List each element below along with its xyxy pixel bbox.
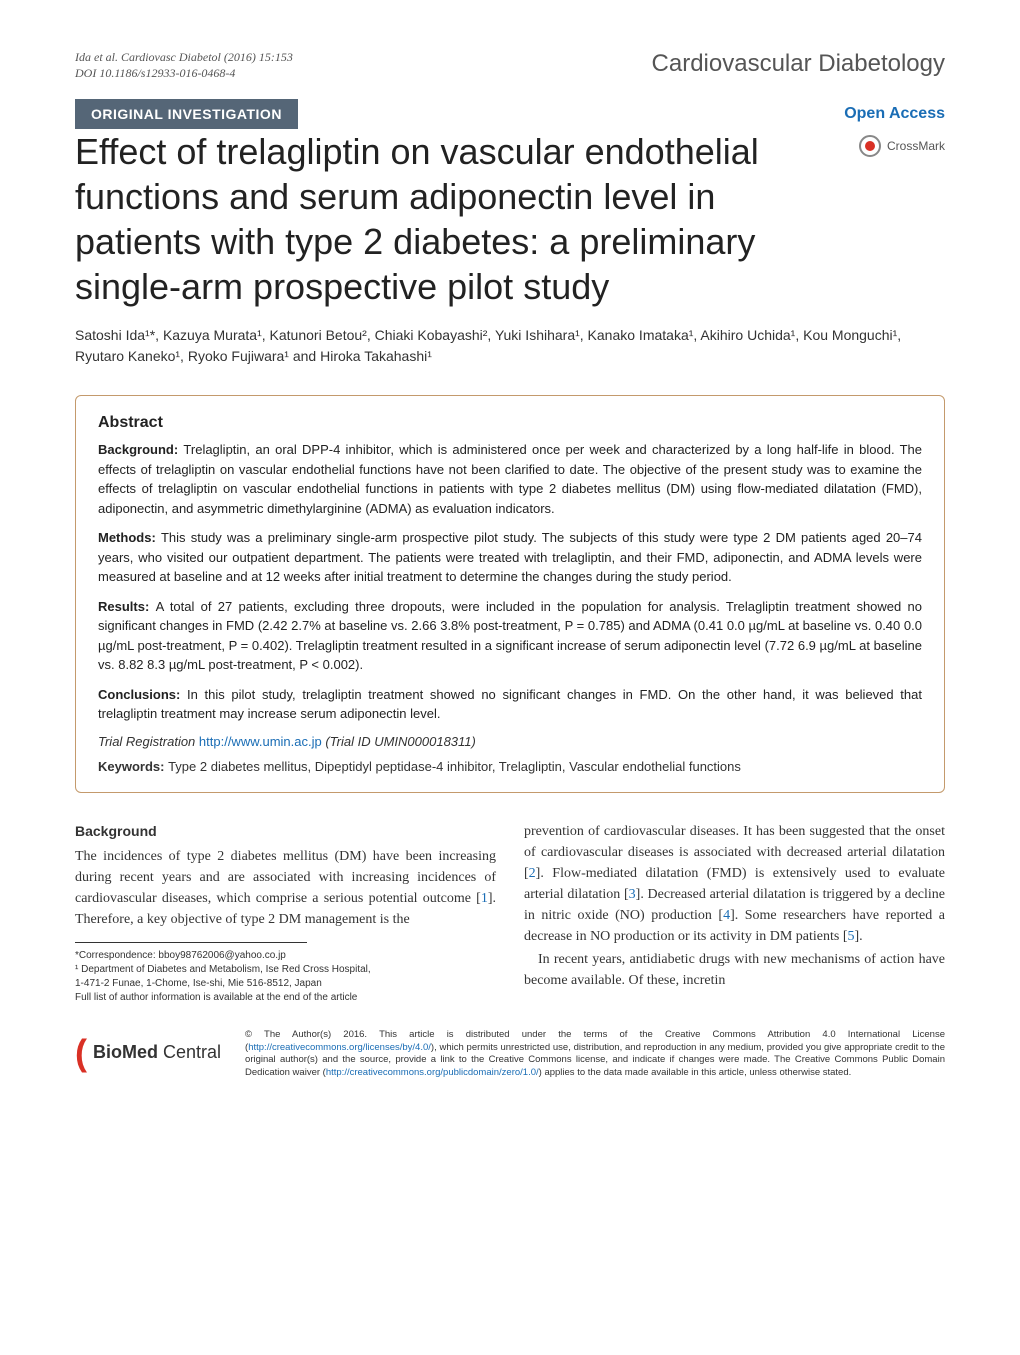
footnote-correspondence: *Correspondence: bboy98762006@yahoo.co.j… bbox=[75, 949, 496, 963]
ref-link-4[interactable]: 4 bbox=[723, 908, 730, 923]
trial-reg-suffix: (Trial ID UMIN000018311) bbox=[322, 734, 476, 749]
abstract-methods: Methods: This study was a preliminary si… bbox=[98, 528, 922, 587]
open-access-label: Open Access bbox=[844, 105, 945, 123]
footnote-affiliation: ¹ Department of Diabetes and Metabolism,… bbox=[75, 963, 496, 977]
abstract-methods-label: Methods: bbox=[98, 530, 161, 545]
header: Ida et al. Cardiovasc Diabetol (2016) 15… bbox=[75, 50, 945, 81]
keywords-label: Keywords: bbox=[98, 759, 168, 774]
crossmark-icon bbox=[859, 135, 881, 157]
abstract-conclusions-text: In this pilot study, trelagliptin treatm… bbox=[98, 687, 922, 722]
trial-reg-label: Trial Registration bbox=[98, 734, 199, 749]
body-text-p2: In recent years, antidiabetic drugs with… bbox=[524, 952, 945, 988]
abstract-box: Abstract Background: Trelagliptin, an or… bbox=[75, 395, 945, 793]
bmc-bold: BioMed bbox=[93, 1042, 158, 1062]
abstract-results-label: Results: bbox=[98, 599, 156, 614]
background-paragraph-right-1: prevention of cardiovascular diseases. I… bbox=[524, 821, 945, 947]
trial-registration: Trial Registration http://www.umin.ac.jp… bbox=[98, 734, 922, 749]
citation-line-2: DOI 10.1186/s12933-016-0468-4 bbox=[75, 66, 293, 82]
abstract-conclusions-label: Conclusions: bbox=[98, 687, 187, 702]
footnote-block: *Correspondence: bboy98762006@yahoo.co.j… bbox=[75, 949, 496, 1005]
footnote-divider bbox=[75, 942, 307, 943]
background-heading: Background bbox=[75, 821, 496, 842]
ref-link-2[interactable]: 2 bbox=[529, 866, 536, 881]
bmc-text: BioMed Central bbox=[93, 1042, 221, 1063]
article-title: Effect of trelagliptin on vascular endot… bbox=[75, 129, 945, 309]
footnote-address: 1-471-2 Funae, 1-Chome, Ise-shi, Mie 516… bbox=[75, 977, 496, 991]
citation: Ida et al. Cardiovasc Diabetol (2016) 15… bbox=[75, 50, 293, 81]
abstract-heading: Abstract bbox=[98, 414, 922, 432]
background-paragraph-left: The incidences of type 2 diabetes mellit… bbox=[75, 846, 496, 930]
trial-reg-link[interactable]: http://www.umin.ac.jp bbox=[199, 734, 322, 749]
abstract-background-label: Background: bbox=[98, 442, 183, 457]
bmc-bracket-icon: ( bbox=[75, 1035, 87, 1071]
category-bar: ORIGINAL INVESTIGATION Open Access bbox=[75, 99, 945, 129]
license-link-2[interactable]: http://creativecommons.org/publicdomain/… bbox=[326, 1067, 539, 1078]
column-right: prevention of cardiovascular diseases. I… bbox=[524, 821, 945, 1005]
background-paragraph-right-2: In recent years, antidiabetic drugs with… bbox=[524, 949, 945, 991]
biomed-central-logo: ( BioMed Central bbox=[75, 1029, 221, 1071]
keywords: Keywords: Type 2 diabetes mellitus, Dipe… bbox=[98, 759, 922, 774]
author-list: Satoshi Ida¹*, Kazuya Murata¹, Katunori … bbox=[75, 325, 945, 367]
abstract-results: Results: A total of 27 patients, excludi… bbox=[98, 597, 922, 675]
body-columns: Background The incidences of type 2 diab… bbox=[75, 821, 945, 1005]
journal-name: Cardiovascular Diabetology bbox=[652, 50, 945, 78]
bmc-light: Central bbox=[158, 1042, 221, 1062]
footer-block: ( BioMed Central © The Author(s) 2016. T… bbox=[75, 1029, 945, 1080]
body-text-1a: The incidences of type 2 diabetes mellit… bbox=[75, 849, 496, 906]
abstract-background-text: Trelagliptin, an oral DPP-4 inhibitor, w… bbox=[98, 442, 922, 516]
license-c: ) applies to the data made available in … bbox=[539, 1067, 852, 1078]
license-text: © The Author(s) 2016. This article is di… bbox=[245, 1029, 945, 1080]
footnote-fulllist: Full list of author information is avail… bbox=[75, 991, 496, 1005]
license-link-1[interactable]: http://creativecommons.org/licenses/by/4… bbox=[248, 1042, 431, 1053]
abstract-methods-text: This study was a preliminary single-arm … bbox=[98, 530, 922, 584]
keywords-text: Type 2 diabetes mellitus, Dipeptidyl pep… bbox=[168, 759, 741, 774]
body-text-2e: ]. bbox=[854, 929, 862, 944]
abstract-background: Background: Trelagliptin, an oral DPP-4 … bbox=[98, 440, 922, 518]
crossmark-text: CrossMark bbox=[887, 139, 945, 153]
category-label: ORIGINAL INVESTIGATION bbox=[75, 99, 298, 129]
abstract-results-text: A total of 27 patients, excluding three … bbox=[98, 599, 922, 673]
abstract-conclusions: Conclusions: In this pilot study, trelag… bbox=[98, 685, 922, 724]
ref-link-3[interactable]: 3 bbox=[629, 887, 636, 902]
ref-link-1[interactable]: 1 bbox=[481, 891, 488, 906]
column-left: Background The incidences of type 2 diab… bbox=[75, 821, 496, 1005]
citation-line-1: Ida et al. Cardiovasc Diabetol (2016) 15… bbox=[75, 50, 293, 66]
